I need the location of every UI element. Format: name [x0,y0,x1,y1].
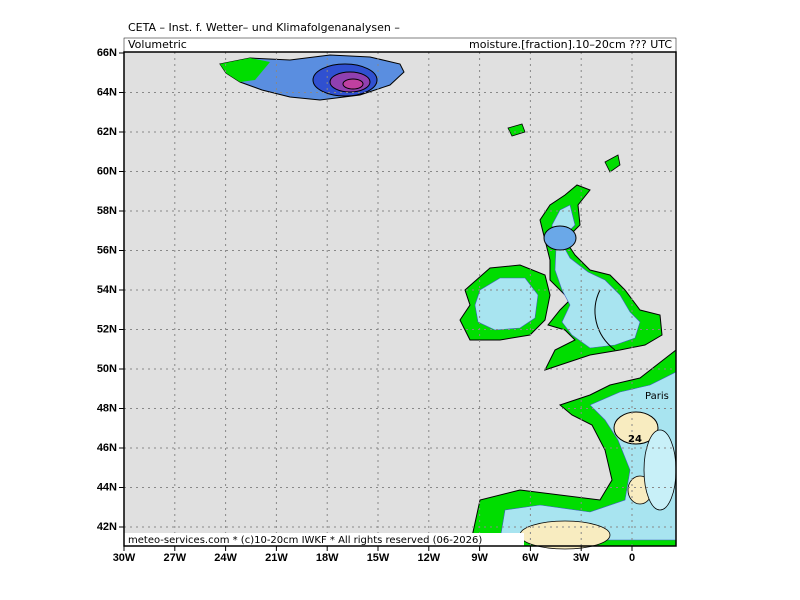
lon-tick-label: 6W [522,552,539,564]
lat-tick-label: 48N [97,402,117,414]
contour-line [594,289,616,351]
lat-tick-label: 52N [97,323,117,335]
contour [519,520,611,550]
lon-tick-label: 30W [113,552,136,564]
contour [613,411,659,445]
footer-background [124,533,524,546]
lon-tick-label: 0 [629,552,635,564]
header-left: Volumetric [128,38,187,51]
lat-tick-label: 54N [97,284,117,296]
lat-tick-label: 58N [97,205,117,217]
contour-label: 24 [628,434,642,445]
soil-moisture-area [474,277,539,331]
island [507,123,526,137]
island [604,154,621,173]
city-label: Paris [645,391,669,402]
soil-moisture-area [551,204,641,349]
header-institute: CETA – Inst. f. Wetter– und Klimafolgena… [128,21,400,34]
lon-tick-label: 15W [367,552,390,564]
footer: meteo-services.com * (c)10-20cm IWKF * A… [128,535,482,546]
contour [342,78,364,90]
land-edge [220,58,270,82]
lon-tick-label: 9W [471,552,488,564]
header-right: moisture.[fraction].10–20cm ??? UTC [469,38,672,51]
lat-tick-label: 42N [97,521,117,533]
lat-tick-label: 60N [97,165,117,177]
contour [643,429,677,511]
map-frame [123,51,677,547]
lat-tick-label: 44N [97,481,117,493]
contour [543,225,577,251]
lat-tick-label: 62N [97,126,117,138]
lon-tick-label: 18W [316,552,339,564]
lon-tick-label: 12W [417,552,440,564]
lon-tick-label: 27W [163,552,186,564]
lat-tick-label: 66N [97,47,117,59]
map-area: Paris 24 meteo-services.com * (c)10-20cm I… [124,52,677,550]
lon-tick-label: 3W [573,552,590,564]
lat-tick-label: 56N [97,244,117,256]
lat-tick-label: 50N [97,363,117,375]
lat-tick-label: 64N [97,86,117,98]
lon-tick-label: 24W [214,552,237,564]
lon-tick-label: 21W [265,552,288,564]
lat-tick-label: 46N [97,442,117,454]
